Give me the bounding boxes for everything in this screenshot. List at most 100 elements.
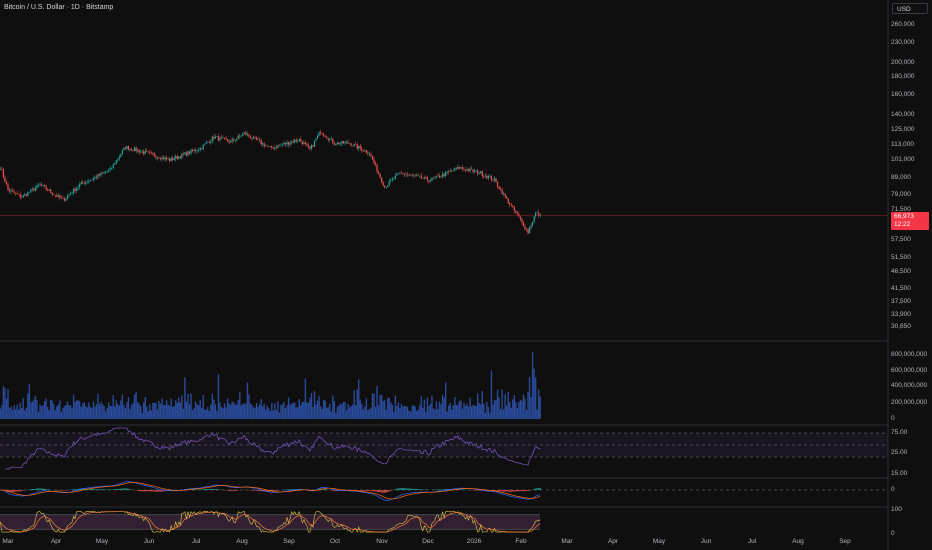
- macd-histogram-bar: [362, 490, 365, 491]
- candle-body: [391, 178, 393, 181]
- volume-bar: [278, 412, 281, 419]
- macd-histogram-bar: [82, 488, 84, 490]
- macd-histogram-bar: [153, 490, 156, 492]
- macd-histogram-bar: [97, 489, 99, 490]
- macd-histogram-bar: [141, 490, 143, 492]
- volume-bar: [126, 402, 128, 419]
- volume-bar: [411, 405, 413, 419]
- candle-body: [385, 187, 387, 188]
- candle-body: [54, 194, 56, 196]
- volume-bar: [412, 405, 415, 419]
- candle-body: [416, 175, 418, 176]
- volume-bar: [147, 411, 149, 419]
- volume-bar: [429, 403, 432, 419]
- volume-bar: [359, 399, 361, 419]
- candle-body: [345, 142, 348, 143]
- candle-body: [324, 135, 326, 137]
- volume-bar: [228, 403, 230, 419]
- macd-histogram-bar: [477, 490, 479, 491]
- candle-body: [512, 205, 514, 207]
- volume-bar: [268, 408, 270, 419]
- volume-bar: [181, 395, 183, 419]
- candle-body: [342, 141, 345, 144]
- volume-bar: [95, 404, 98, 419]
- macd-histogram-bar: [460, 489, 462, 490]
- volume-bar: [463, 403, 465, 419]
- volume-bar: [473, 405, 476, 419]
- macd-histogram-bar: [274, 490, 276, 491]
- macd-histogram-bar: [117, 489, 119, 490]
- candle-body: [175, 156, 177, 159]
- volume-bar: [438, 401, 441, 419]
- candle-body: [109, 168, 111, 170]
- candle-body: [277, 145, 279, 148]
- candle-body: [513, 206, 515, 211]
- chart-title: Bitcoin / U.S. Dollar · 1D · Bitstamp: [4, 4, 114, 11]
- candle-body: [159, 158, 162, 160]
- candle-body: [184, 152, 186, 155]
- candle-body: [28, 192, 30, 193]
- candle-body: [77, 186, 79, 189]
- volume-bar: [519, 399, 522, 419]
- volume-bar: [387, 398, 389, 419]
- volume-bar: [312, 406, 314, 419]
- volume-bar: [245, 403, 247, 419]
- currency-selector[interactable]: USD: [892, 3, 928, 14]
- volume-bar: [295, 407, 297, 419]
- volume-bar: [297, 407, 299, 419]
- candle-body: [202, 144, 204, 149]
- volume-bar: [233, 402, 235, 419]
- volume-bar: [216, 411, 218, 419]
- volume-bar: [21, 408, 23, 419]
- macd-histogram-bar: [127, 488, 130, 490]
- macd-histogram-bar: [461, 489, 464, 490]
- price-axis-label: 89,000: [891, 174, 911, 181]
- macd-histogram-bar: [287, 489, 290, 490]
- candle-body: [312, 145, 314, 147]
- candle-body: [471, 168, 473, 170]
- candle-body: [164, 157, 166, 160]
- macd-histogram-bar: [505, 490, 508, 492]
- macd-histogram-bar: [120, 488, 122, 490]
- candle-body: [443, 173, 445, 176]
- volume-bar: [42, 405, 44, 419]
- price-axis-label: 200,000: [891, 59, 915, 66]
- volume-bar: [176, 402, 178, 419]
- volume-bar: [515, 401, 517, 419]
- time-axis-label: Aug: [236, 538, 248, 545]
- candle-body: [98, 174, 101, 176]
- candle-body: [419, 175, 421, 177]
- volume-bar: [258, 404, 261, 419]
- macd-histogram-bar: [513, 490, 515, 492]
- time-axis-label: May: [652, 538, 666, 545]
- volume-bar: [100, 401, 102, 419]
- candle-body: [178, 156, 180, 159]
- candle-body: [440, 176, 442, 178]
- osc-fast-line: [0, 510, 541, 533]
- last-price-value: 66,973: [894, 213, 914, 220]
- candle-body: [336, 142, 338, 145]
- candle-body: [486, 175, 488, 179]
- volume-bar: [179, 402, 182, 419]
- candle-body: [147, 151, 149, 153]
- volume-bar: [486, 402, 488, 419]
- volume-bar: [322, 399, 325, 419]
- candle-body: [223, 137, 226, 139]
- macd-histogram-bar: [257, 490, 259, 491]
- time-axis-label: Feb: [515, 538, 527, 545]
- volume-bar: [115, 400, 117, 419]
- macd-histogram-bar: [19, 490, 21, 492]
- macd-histogram-bar: [40, 488, 43, 490]
- volume-bar: [211, 393, 214, 419]
- volume-bar: [478, 403, 480, 419]
- price-axis-label: 140,000: [891, 111, 915, 118]
- candle-body: [44, 185, 46, 187]
- candle-body: [263, 143, 265, 147]
- macd-histogram-bar: [275, 490, 278, 491]
- candle-body: [315, 138, 317, 141]
- candle-body: [458, 166, 460, 169]
- volume-bar: [425, 412, 427, 419]
- macd-histogram-bar: [147, 490, 149, 492]
- volume-bar: [452, 405, 454, 419]
